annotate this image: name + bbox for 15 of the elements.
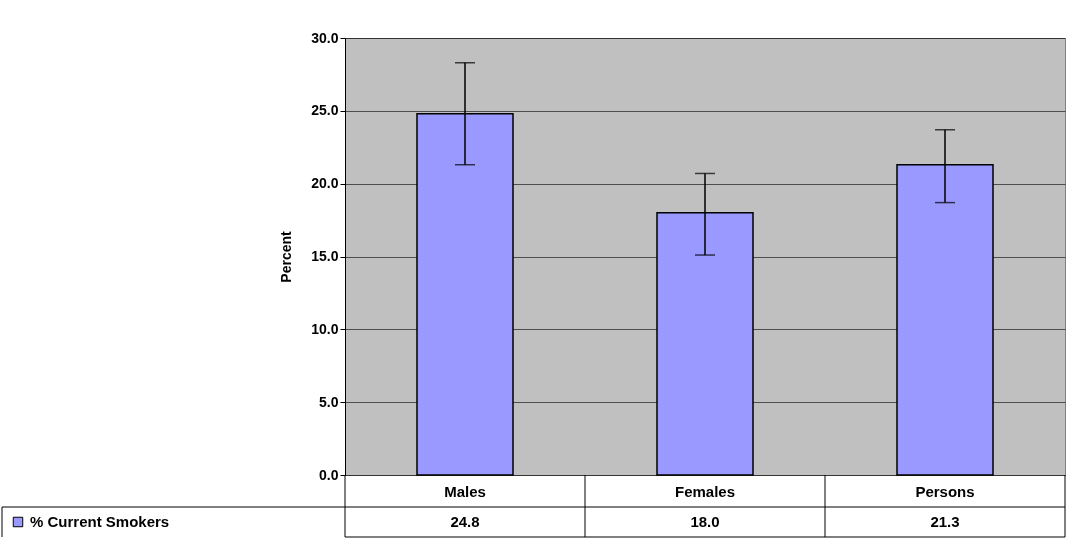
y-tick-label: 20.0: [311, 175, 339, 192]
y-tick-label: 5.0: [319, 393, 339, 410]
y-tick-label: 10.0: [311, 320, 339, 337]
x-tick-label: Males: [444, 483, 486, 500]
data-label: 21.3: [930, 513, 960, 530]
legend-label: % Current Smokers: [30, 513, 170, 530]
data-label: 18.0: [690, 513, 720, 530]
x-tick-label: Females: [674, 483, 736, 500]
y-tick-label: 30.0: [311, 29, 339, 46]
y-tick-label: 15.0: [311, 248, 339, 264]
y-axis-title: Percent: [277, 230, 294, 283]
y-tick-label: 0.0: [319, 466, 339, 483]
y-tick-label: 25.0: [311, 102, 339, 119]
data-label: 24.8: [450, 513, 480, 530]
x-tick-label: Persons: [915, 483, 975, 500]
